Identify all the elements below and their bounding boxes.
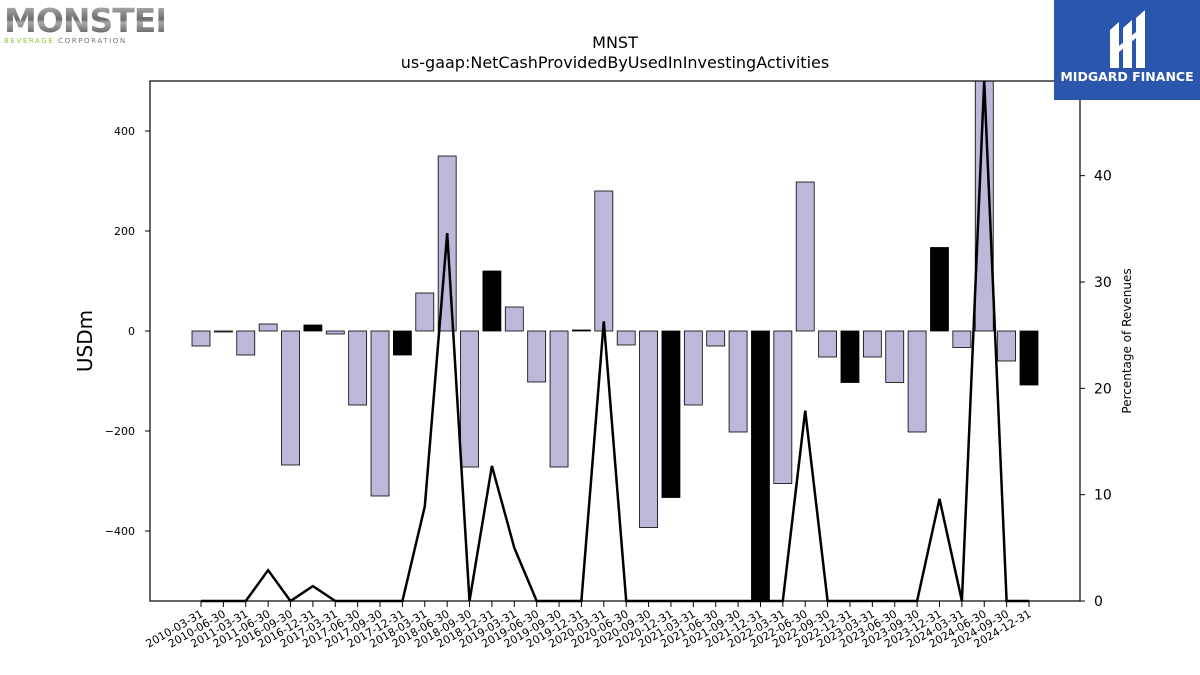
bar [1019,330,1039,386]
right-tick-label: 40 [1094,169,1112,185]
bar [527,330,547,383]
right-tick-label: 10 [1094,488,1112,504]
right-tick-label: 20 [1094,381,1112,397]
bar [818,330,837,358]
bar [594,190,614,332]
x-axis: 2010-03-312010-06-302011-03-312011-06-30… [144,601,1034,651]
midgard-logo-text: MIDGARD FINANCE [1060,69,1194,84]
right-tick-label: 30 [1094,275,1112,291]
bar [706,330,726,347]
chart-title: MNST [592,33,638,52]
left-tick-label: 200 [114,225,135,238]
left-tick-label: 0 [128,325,135,338]
bar [504,306,524,332]
chart-subtitle: us-gaap:NetCashProvidedByUsedInInvesting… [401,53,829,72]
bar [997,330,1017,362]
left-tick-label: −400 [105,525,135,538]
left-axis: −400 −200 0 200 400 [105,125,150,538]
right-axis: 0 10 20 30 40 [1080,169,1112,610]
right-axis-label: Percentage of Revenues [1120,268,1134,413]
bar [549,330,569,468]
bar [616,330,636,346]
bar [370,330,390,497]
left-tick-label: 400 [114,125,135,138]
bar [348,330,368,406]
right-tick-label: 0 [1094,594,1103,610]
left-tick-label: −200 [105,425,135,438]
bar [773,330,793,484]
bar [393,330,412,356]
y-axis-label: USDm [73,310,97,372]
bar [907,330,927,433]
midgard-mark-icon [1110,10,1145,68]
monster-logo-sub: BEVERAGE CORPORATION [4,37,164,45]
bar [728,330,748,433]
bar [751,330,770,602]
bar [303,324,323,332]
bar [482,270,502,332]
bar [236,330,256,356]
monster-logo-sub-green: BEVERAGE [4,37,55,45]
bar [281,330,300,466]
bar [661,330,681,498]
bar [213,330,233,333]
bar [572,329,591,332]
series-line [201,80,1029,603]
monster-logo-sub-gray: CORPORATION [58,37,127,45]
bar [952,330,972,348]
monster-logo: MONSTER BEVERAGE CORPORATION [4,1,181,46]
bar [415,292,435,332]
bar [795,181,815,332]
bars-layer [191,80,1039,602]
bar [862,330,882,358]
midgard-logo: MIDGARD FINANCE [1054,0,1200,100]
monster-logo-word: MONSTER [4,1,181,40]
bar [840,330,860,383]
plot-frame [149,80,1081,602]
bar [639,330,658,528]
bar [258,323,278,332]
bar [683,330,703,406]
line-layer [201,80,1029,603]
bar [930,247,949,332]
bar [325,330,345,335]
bar [460,330,479,468]
bar [191,330,211,347]
bar [885,330,905,383]
